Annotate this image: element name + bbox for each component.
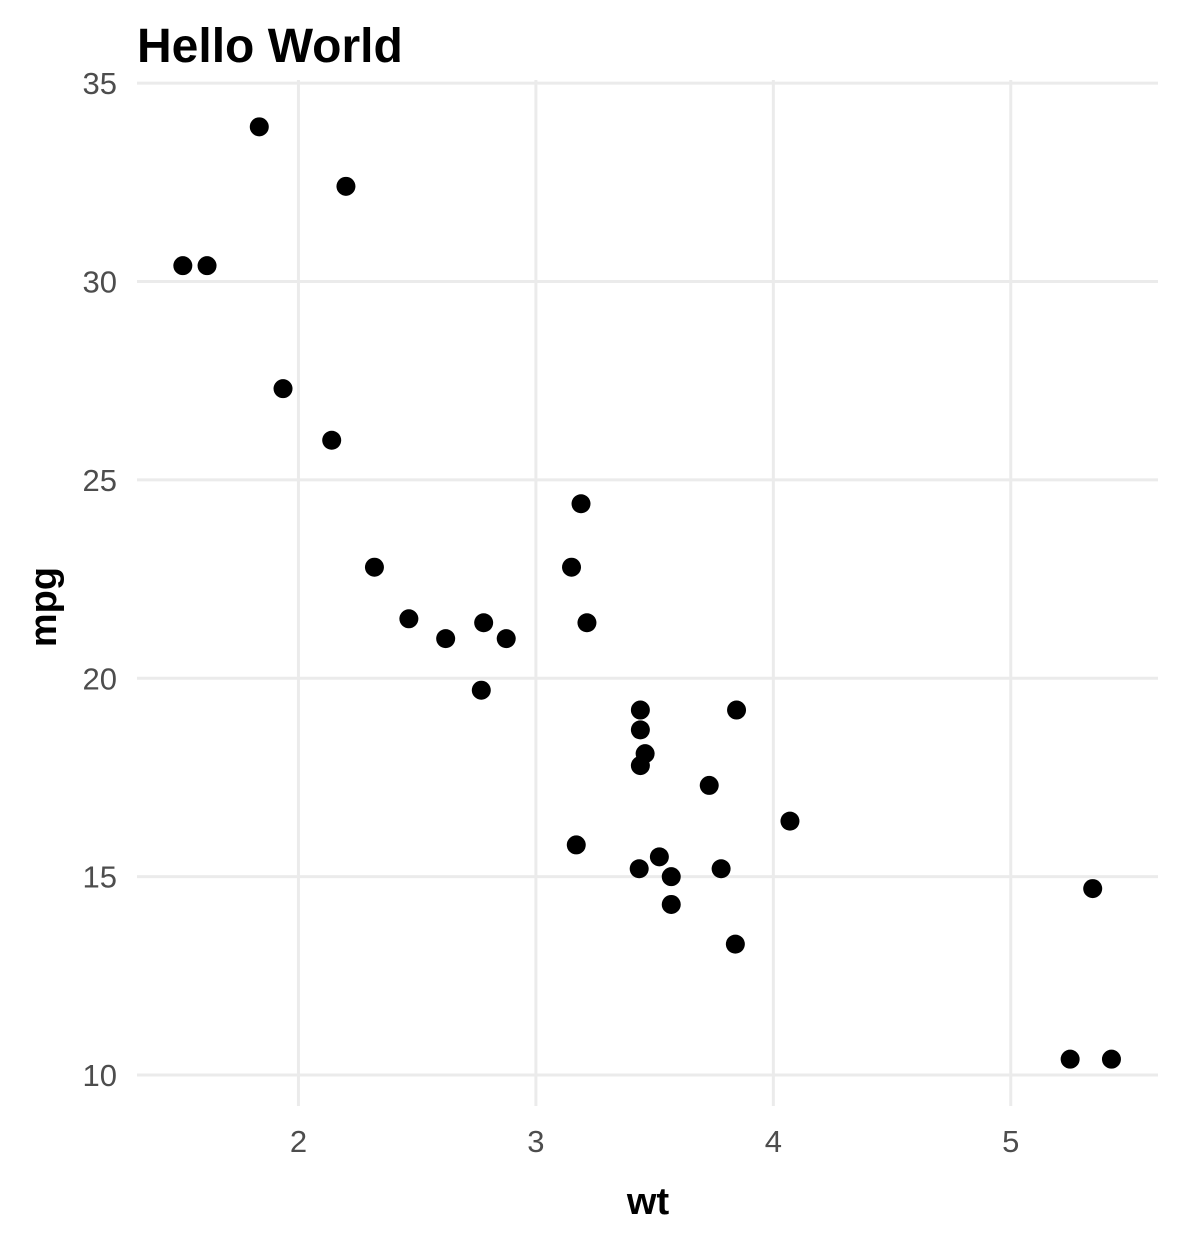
data-point bbox=[249, 117, 269, 137]
data-point bbox=[471, 680, 491, 700]
tick-labels-layer: 10 15 20 25 30 35 2 3 4 5 bbox=[83, 66, 1020, 1159]
x-axis-title: wt bbox=[626, 1181, 670, 1223]
x-tick-label: 2 bbox=[290, 1124, 307, 1159]
data-point bbox=[1083, 879, 1103, 899]
data-point bbox=[1101, 1049, 1121, 1069]
data-point bbox=[436, 629, 456, 649]
points-layer bbox=[173, 117, 1121, 1069]
data-point bbox=[699, 775, 719, 795]
data-point bbox=[725, 934, 745, 954]
data-point bbox=[562, 557, 582, 577]
data-point bbox=[629, 859, 649, 879]
chart-title: Hello World bbox=[137, 20, 403, 73]
data-point bbox=[630, 756, 650, 776]
data-point bbox=[566, 835, 586, 855]
data-point bbox=[711, 859, 731, 879]
data-point bbox=[577, 613, 597, 633]
data-point bbox=[322, 430, 342, 450]
data-point bbox=[496, 629, 516, 649]
data-point bbox=[173, 256, 193, 276]
y-tick-label: 15 bbox=[83, 860, 117, 895]
data-point bbox=[336, 176, 356, 196]
data-point bbox=[399, 609, 419, 629]
data-point bbox=[630, 720, 650, 740]
data-point bbox=[630, 700, 650, 720]
data-point bbox=[727, 700, 747, 720]
x-tick-label: 3 bbox=[527, 1124, 544, 1159]
data-point bbox=[197, 256, 217, 276]
data-point bbox=[780, 811, 800, 831]
x-tick-label: 5 bbox=[1002, 1124, 1019, 1159]
data-point bbox=[571, 494, 591, 514]
data-point bbox=[649, 847, 669, 867]
data-point bbox=[474, 613, 494, 633]
y-axis-title: mpg bbox=[23, 567, 65, 647]
data-point bbox=[364, 557, 384, 577]
x-tick-label: 4 bbox=[765, 1124, 782, 1159]
y-tick-label: 10 bbox=[83, 1058, 117, 1093]
y-tick-label: 25 bbox=[83, 463, 117, 498]
grid-layer bbox=[137, 80, 1158, 1106]
data-point bbox=[661, 867, 681, 887]
data-point bbox=[1060, 1049, 1080, 1069]
data-point bbox=[661, 894, 681, 914]
y-tick-label: 35 bbox=[83, 66, 117, 101]
data-point bbox=[273, 379, 293, 399]
y-tick-label: 30 bbox=[83, 265, 117, 300]
y-tick-label: 20 bbox=[83, 661, 117, 696]
